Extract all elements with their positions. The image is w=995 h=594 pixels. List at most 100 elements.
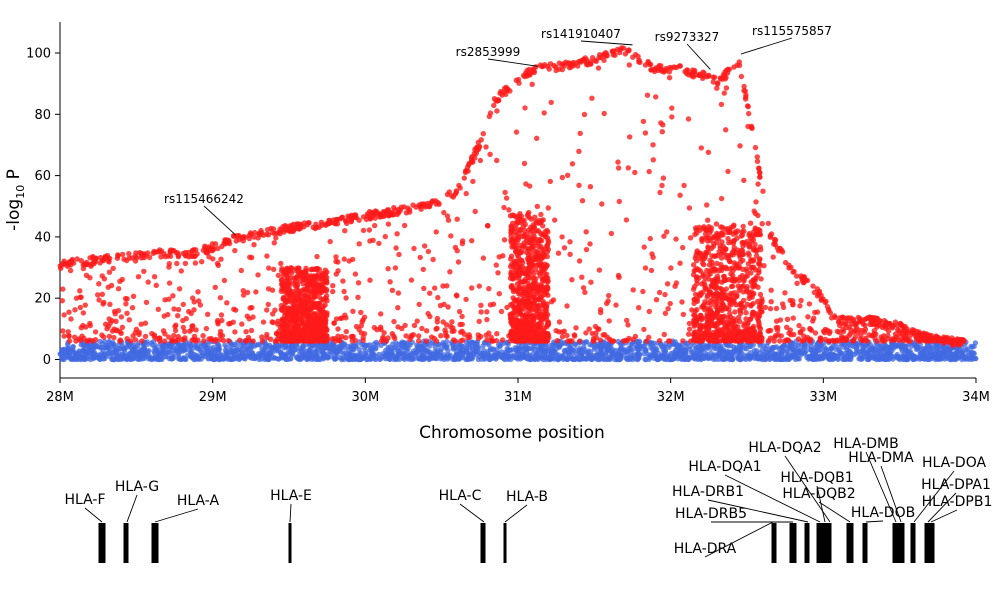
snp-point-significant — [332, 220, 338, 226]
snp-point-nonsignificant — [481, 347, 487, 354]
snp-point-significant — [509, 244, 515, 250]
snp-point-significant — [642, 130, 649, 136]
snp-point-nonsignificant — [273, 348, 279, 354]
snp-point-significant — [586, 326, 592, 332]
snp-point-nonsignificant — [595, 344, 601, 350]
snp-point-nonsignificant — [929, 350, 935, 356]
snp-point-significant — [61, 312, 67, 318]
snp-point-significant — [60, 328, 66, 334]
snp-point-significant — [502, 189, 508, 196]
snp-point-nonsignificant — [972, 340, 979, 346]
snp-point-significant — [355, 280, 362, 286]
snp-point-significant — [667, 300, 673, 307]
snp-point-significant — [153, 282, 159, 288]
snp-point-significant — [224, 300, 230, 306]
snp-point-significant — [552, 217, 558, 223]
snp-point-significant — [610, 338, 616, 344]
snp-point-significant — [182, 328, 188, 335]
snp-point-significant — [244, 289, 251, 296]
snp-point-significant — [579, 198, 586, 204]
snp-point-significant — [591, 338, 597, 344]
snp-point-significant — [698, 145, 704, 151]
snp-point-significant — [507, 88, 513, 94]
snp-point-significant — [528, 228, 534, 235]
snp-point-nonsignificant — [63, 354, 69, 361]
snp-point-nonsignificant — [187, 344, 193, 350]
snp-point-significant — [232, 247, 238, 254]
snp-point-significant — [395, 324, 401, 330]
snp-point-significant — [193, 338, 199, 344]
snp-point-significant — [310, 224, 316, 230]
snp-point-significant — [99, 332, 105, 338]
snp-point-nonsignificant — [390, 352, 397, 359]
y-tick-label: 20 — [34, 292, 51, 307]
snp-point-significant — [199, 259, 205, 265]
snp-point-nonsignificant — [600, 356, 607, 362]
snp-point-significant — [444, 213, 451, 219]
snp-point-significant — [445, 304, 451, 310]
snp-point-nonsignificant — [688, 349, 695, 355]
snp-point-nonsignificant — [196, 346, 203, 352]
snp-point-nonsignificant — [521, 351, 527, 358]
snp-point-nonsignificant — [735, 355, 741, 361]
snp-point-significant — [239, 321, 245, 327]
snp-point-nonsignificant — [464, 349, 470, 355]
snp-point-significant — [410, 332, 417, 338]
snp-point-significant — [665, 306, 671, 312]
snp-point-significant — [556, 60, 562, 66]
snp-point-significant — [549, 299, 555, 305]
snp-point-significant — [661, 233, 667, 239]
snp-point-significant — [857, 318, 864, 324]
snp-point-significant — [522, 105, 528, 111]
snp-point-nonsignificant — [909, 352, 915, 358]
snp-point-significant — [66, 333, 72, 339]
snp-point-significant — [433, 229, 439, 235]
snp-point-significant — [541, 271, 547, 277]
snp-point-significant — [513, 129, 520, 135]
snp-point-significant — [564, 332, 570, 339]
snp-point-significant — [142, 320, 149, 326]
snp-point-significant — [161, 313, 167, 319]
snp-point-significant — [490, 301, 497, 307]
snp-point-significant — [564, 303, 570, 309]
snp-point-nonsignificant — [822, 351, 828, 357]
snp-point-significant — [622, 51, 629, 57]
snp-point-significant — [119, 251, 126, 258]
snp-point-significant — [793, 273, 800, 279]
snp-point-nonsignificant — [505, 356, 511, 362]
snp-point-significant — [864, 338, 870, 344]
snp-point-nonsignificant — [858, 348, 865, 354]
snp-point-significant — [448, 324, 454, 330]
snp-point-nonsignificant — [351, 352, 357, 359]
snp-point-nonsignificant — [314, 347, 321, 353]
snp-point-significant — [653, 297, 660, 303]
snp-point-significant — [367, 277, 373, 283]
snp-point-significant — [327, 238, 333, 245]
snp-point-significant — [659, 182, 665, 189]
snp-point-nonsignificant — [403, 353, 409, 360]
snp-point-significant — [385, 207, 392, 213]
snp-point-significant — [551, 62, 557, 69]
snp-point-significant — [573, 325, 579, 331]
snp-point-significant — [545, 205, 551, 211]
snp-point-significant — [437, 302, 444, 309]
snp-point-significant — [472, 208, 478, 215]
snp-point-significant — [420, 266, 426, 273]
snp-point-significant — [162, 253, 168, 260]
snp-point-significant — [403, 333, 409, 339]
snp-point-significant — [657, 189, 663, 196]
snp-point-significant — [869, 314, 876, 321]
snp-point-significant — [172, 327, 179, 334]
snp-point-significant — [501, 237, 508, 243]
snp-point-significant — [119, 276, 126, 283]
snp-point-significant — [231, 233, 237, 239]
snp-point-nonsignificant — [808, 347, 814, 353]
snp-point-nonsignificant — [614, 356, 621, 363]
snp-point-nonsignificant — [791, 347, 797, 353]
snp-point-significant — [96, 281, 102, 287]
snp-point-significant — [287, 227, 293, 233]
snp-point-significant — [509, 236, 516, 242]
snp-point-nonsignificant — [802, 349, 808, 355]
snp-point-significant — [237, 337, 243, 343]
snp-point-nonsignificant — [235, 354, 241, 360]
